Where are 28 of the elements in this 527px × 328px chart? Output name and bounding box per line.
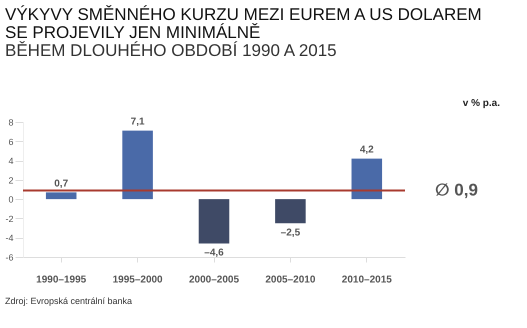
data-label: 7,1	[130, 116, 145, 128]
data-label: –2,5	[280, 227, 301, 238]
chart-title: VÝKYVY SMĚNNÉHO KURZU MEZI EUREM A US DOLAREM SE PROJEVILY JEN MINIMÁLNĚ	[5, 5, 482, 42]
y-tick-label: 8	[8, 118, 14, 128]
ref-line-label: ∅ 0,9	[435, 180, 478, 200]
bar	[198, 199, 230, 244]
bar	[46, 192, 76, 200]
data-label: 4,2	[360, 144, 374, 156]
bar	[275, 199, 306, 224]
y-tick-label: 0	[8, 194, 14, 205]
x-tick-label: 1990–1995	[36, 274, 87, 286]
y-tick-label: 4	[8, 156, 14, 166]
data-label: –4,6	[204, 248, 224, 258]
text: v % p.a.	[462, 98, 500, 109]
y-tick-label: -2	[5, 214, 14, 224]
chart-subtitle: BĚHEM DLOUHÉHO OBDOBÍ 1990 A 2015	[5, 41, 337, 60]
x-tick-label: 2000–2005	[188, 274, 240, 286]
x-tick-label: 2005–2010	[265, 274, 316, 286]
x-tick-label: 2010–2015	[342, 274, 392, 286]
data-label: 0,7	[54, 178, 69, 190]
y-tick-label: -4	[5, 233, 14, 244]
bar	[122, 130, 153, 200]
y-tick-label: -6	[5, 252, 14, 262]
y-tick-label: 6	[8, 136, 14, 147]
y-tick-label: 2	[8, 175, 14, 186]
bar	[352, 158, 382, 200]
x-tick-label: 1995–2000	[112, 274, 164, 286]
text: Zdroj: Evropská centrální banka	[5, 296, 132, 306]
